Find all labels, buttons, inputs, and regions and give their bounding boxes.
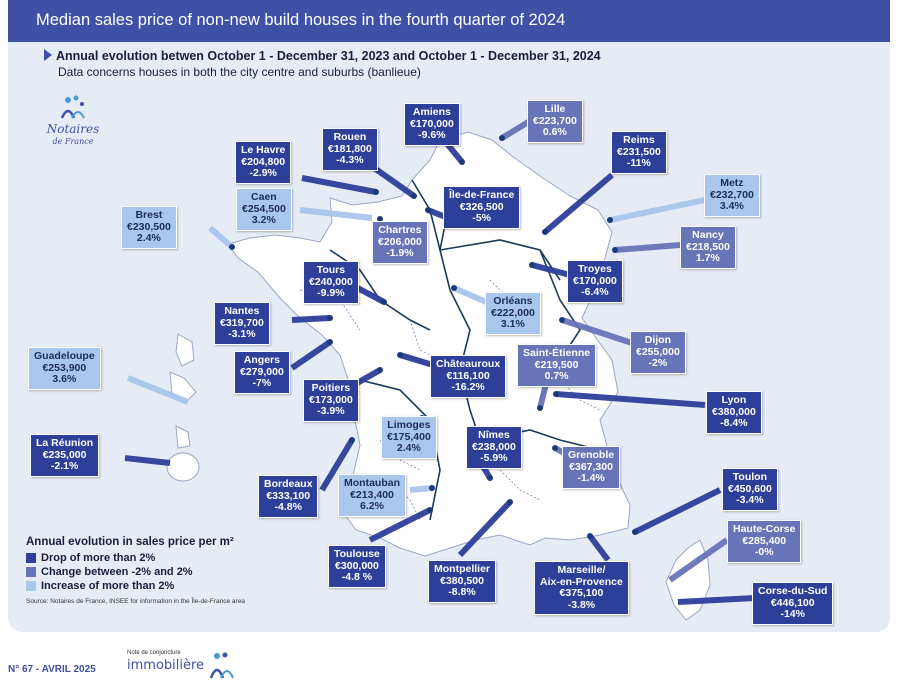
label-dijon: Dijon €255,000 -2% (630, 331, 686, 374)
label-reims: Reims €231,500 -11% (611, 131, 667, 174)
data-note: Data concerns houses in both the city ce… (58, 65, 421, 79)
logo-text: Notaires (46, 122, 100, 136)
footer-brand-text: immobilière (127, 658, 205, 673)
label-nantes: Nantes €319,700 -3.1% (214, 302, 270, 345)
subtitle-text: Annual evolution betwen October 1 - Dece… (56, 49, 601, 63)
footer-small: Note de conjoncture (127, 650, 181, 656)
guadeloupe (175, 333, 195, 367)
label-poitiers: Poitiers €173,000 -3.9% (303, 379, 359, 422)
footer-logo-icon (209, 652, 234, 679)
label-marseille: Marseille/Aix-en-Provence €375,100 -3.8% (534, 561, 629, 615)
label-lyon: Lyon €380,000 -8.4% (706, 391, 762, 434)
label-saintetienne: Saint-Étienne €219,500 0.7% (517, 344, 597, 387)
title-bar: Median sales price of non-new build hous… (8, 0, 890, 42)
legend-item-increase: Increase of more than 2% (26, 580, 245, 592)
label-brest: Brest €230,500 2.4% (121, 206, 177, 249)
label-metz: Metz €232,700 3.4% (704, 174, 760, 217)
legend-title: Annual evolution in sales price per m² (26, 536, 234, 548)
label-toulon: Toulon €450,600 -3.4% (722, 468, 778, 511)
page-title: Median sales price of non-new build hous… (36, 11, 566, 29)
label-nimes: Nîmes €238,000 -5.9% (466, 426, 522, 469)
label-lehavre: Le Havre €204,800 -2.9% (235, 141, 292, 184)
label-montpellier: Montpellier €380,500 -8.8% (428, 560, 497, 603)
label-caen: Caen €254,500 3.2% (236, 188, 292, 231)
label-nancy: Nancy €218,500 1.7% (680, 226, 736, 269)
label-guadeloupe: Guadeloupe €253,900 3.6% (28, 347, 101, 390)
legend-item-change: Change between -2% and 2% (26, 566, 245, 578)
label-lareunion: La Réunion €235,000 -2.1% (30, 434, 100, 477)
issue-number: N° 67 - AVRIL 2025 (8, 664, 96, 675)
label-angers: Angers €279,000 -7% (234, 351, 290, 394)
label-iledefrance: Île-de-France €326,500 -5% (443, 186, 521, 229)
triangle-icon (44, 49, 52, 61)
label-limoges: Limoges €175,400 2.4% (381, 416, 437, 459)
source-note: Source: Notaires de France, INSEE for in… (26, 598, 245, 605)
label-tours: Tours €240,000 -9.9% (303, 261, 359, 304)
label-hautecorse: Haute-Corse €285,400 -0% (727, 520, 802, 563)
notaires-logo: Notaires de France (38, 92, 108, 162)
legend-item-drop: Drop of more than 2% (26, 552, 245, 564)
reunion (166, 452, 200, 482)
label-corsedusud: Corse-du-Sud €446,100 -14% (752, 582, 834, 625)
legend-swatch (26, 567, 36, 577)
label-troyes: Troyes €170,000 -6.4% (567, 260, 623, 303)
label-chartres: Chartres €206,000 -1.9% (372, 221, 428, 264)
legend: Annual evolution in sales price per m² D… (26, 536, 245, 605)
label-rouen: Rouen €181,800 -4.3% (322, 128, 378, 171)
logo-subtext: de France (52, 137, 94, 146)
label-lille: Lille €223,700 0.6% (527, 100, 583, 143)
label-grenoble: Grenoble €367,300 -1.4% (562, 446, 621, 489)
label-amiens: Amiens €170,000 -9.6% (404, 103, 460, 146)
footer-brand: Note de conjoncture immobilière (127, 650, 237, 682)
logo-figure-icon (60, 95, 85, 119)
legend-swatch (26, 581, 36, 591)
subtitle: Annual evolution betwen October 1 - Dece… (44, 49, 601, 63)
label-montauban: Montauban €213,400 6.2% (338, 474, 406, 517)
label-bordeaux: Bordeaux €333,100 -4.8% (258, 475, 319, 518)
legend-swatch (26, 553, 36, 563)
label-toulouse: Toulouse €300,000 -4.8 % (328, 545, 386, 588)
label-chateauroux: Châteauroux €116,100 -16.2% (430, 355, 507, 398)
label-orleans: Orléans €222,000 3.1% (485, 292, 541, 335)
